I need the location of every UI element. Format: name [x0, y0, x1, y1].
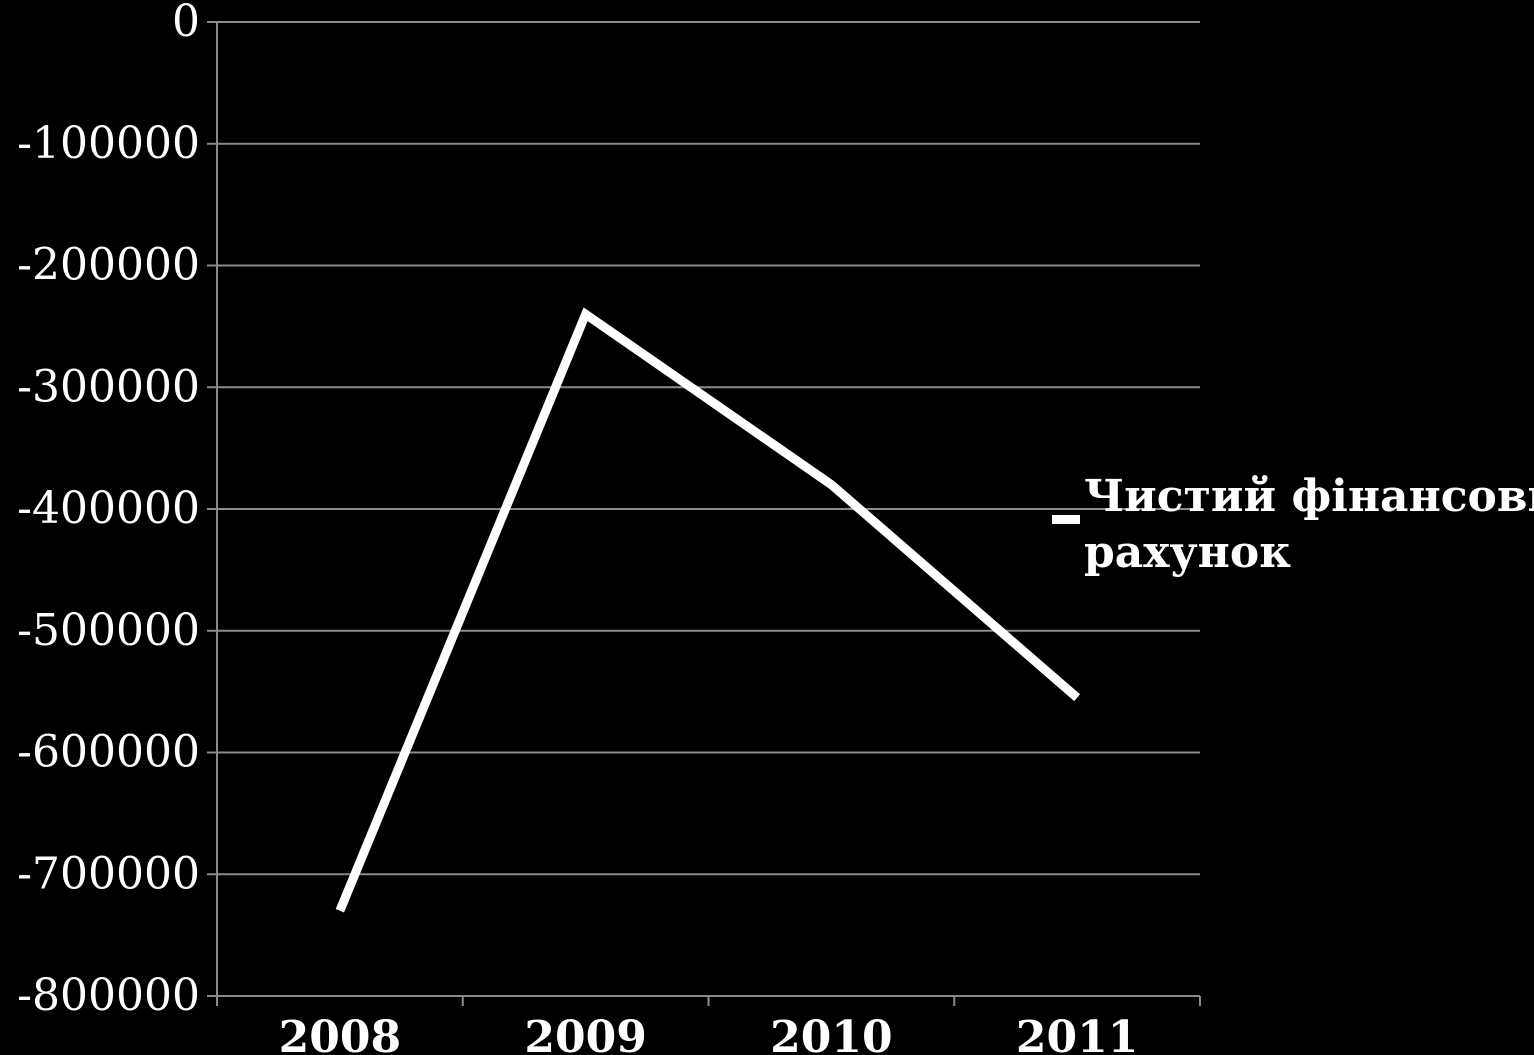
x-tick-label: 2008 — [279, 1012, 401, 1055]
legend-label-line-2: рахунок — [1084, 527, 1291, 578]
y-tick-label: -100000 — [17, 118, 200, 169]
x-tick-label: 2010 — [770, 1012, 892, 1055]
y-tick-label: -300000 — [17, 361, 200, 412]
y-tick-label: -200000 — [17, 240, 200, 291]
y-tick-label: -700000 — [17, 848, 200, 899]
y-tick-label: -400000 — [17, 483, 200, 534]
legend-label-line-1: Чистий фінансовий — [1084, 471, 1534, 522]
x-tick-label: 2009 — [524, 1012, 646, 1055]
gridlines — [217, 21, 1200, 876]
y-tick-label: -600000 — [17, 727, 200, 778]
legend-swatch — [1052, 515, 1080, 524]
series-layer — [335, 307, 1081, 913]
x-tick-labels: 2008 2009 2010 2011 — [279, 1012, 1139, 1055]
y-tick-label: -800000 — [17, 970, 200, 1021]
legend: Чистий фінансовий рахунок — [1052, 471, 1534, 578]
y-tick-labels: 0 -100000 -200000 -300000 -400000 -500000 -600… — [17, 0, 200, 1021]
y-tick-label: 0 — [172, 0, 200, 47]
x-tick-label: 2011 — [1016, 1012, 1138, 1055]
y-tick-label: -500000 — [17, 605, 200, 656]
series-line — [335, 307, 1081, 913]
axes — [207, 21, 1201, 1006]
